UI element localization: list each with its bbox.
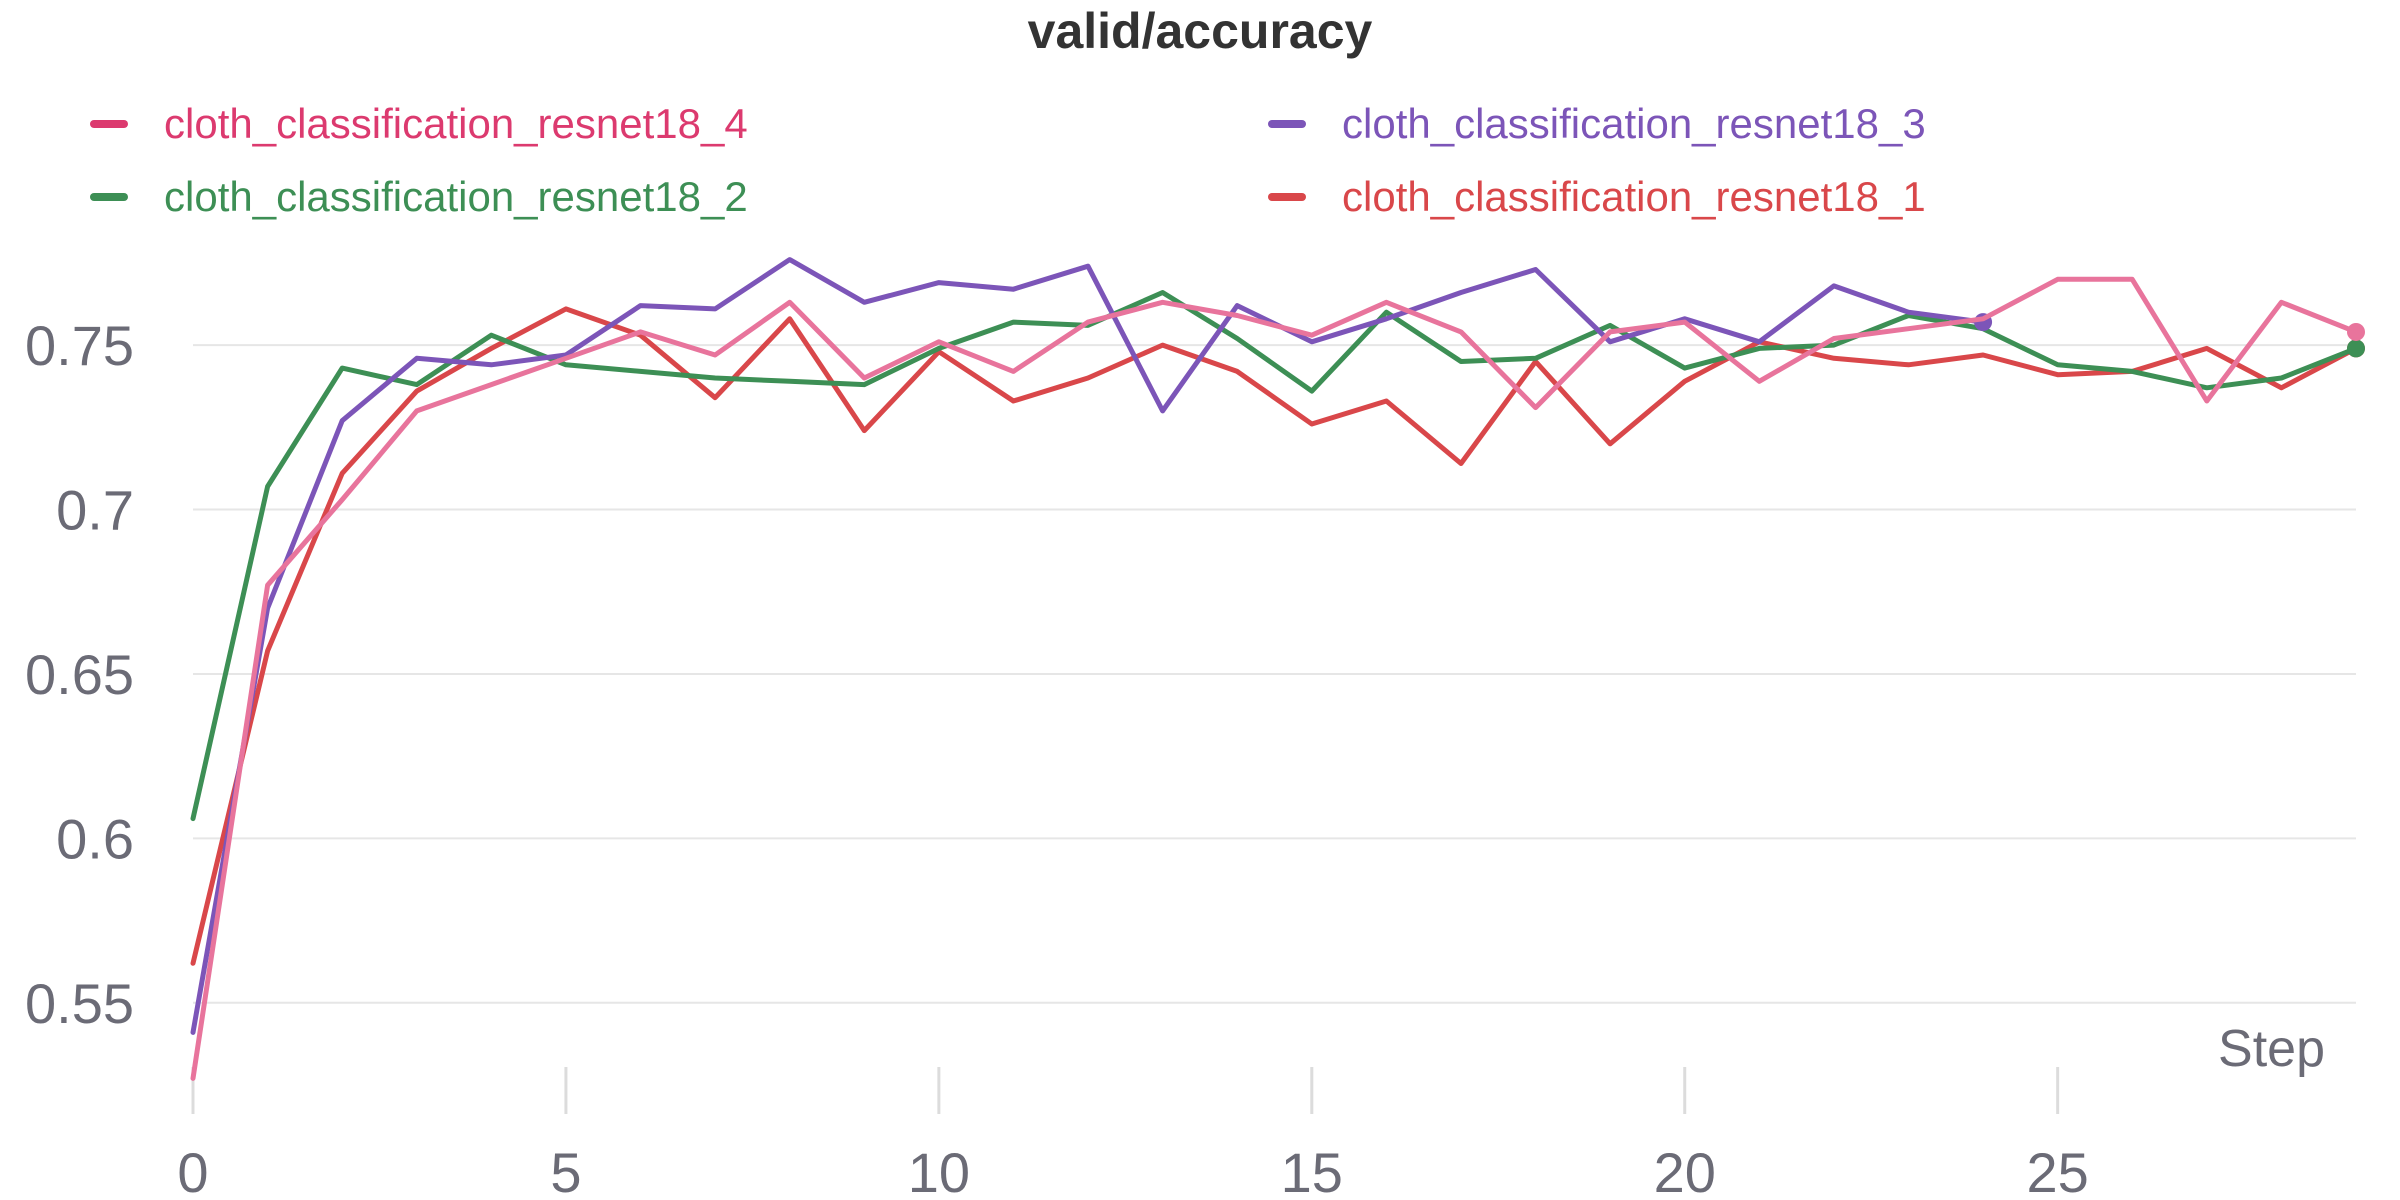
y-tick-label: 0.55 [25, 972, 134, 1035]
legend-label-series-4: cloth_classification_resnet18_4 [164, 100, 748, 147]
x-tick-label: 10 [908, 1141, 970, 1200]
series-line-series-3 [190, 257, 1986, 1035]
legend-item-series-2[interactable]: cloth_classification_resnet18_2 [90, 167, 748, 227]
legend-swatch-series-3 [1268, 120, 1306, 128]
series-endpoint-series-4 [2347, 322, 2365, 341]
x-tick-label: 20 [1654, 1141, 1716, 1200]
chart-title: valid/accuracy [1027, 3, 1373, 59]
legend-label-series-1: cloth_classification_resnet18_1 [1342, 173, 1926, 220]
series-endpoint-series-2 [2347, 339, 2365, 358]
x-tick-label: 0 [177, 1141, 208, 1200]
legend-item-series-4[interactable]: cloth_classification_resnet18_4 [90, 94, 748, 154]
y-tick-label: 0.6 [56, 807, 134, 870]
x-tick-label: 15 [1281, 1141, 1343, 1200]
series-line-series-4 [190, 276, 2359, 1081]
x-tick-label: 5 [550, 1141, 581, 1200]
legend-item-series-1[interactable]: cloth_classification_resnet18_1 [1268, 167, 1926, 227]
legend-swatch-series-2 [90, 193, 128, 201]
legend-label-series-2: cloth_classification_resnet18_2 [164, 173, 748, 220]
y-tick-label: 0.65 [25, 643, 134, 706]
legend-swatch-series-1 [1268, 193, 1306, 201]
x-tick-label: 25 [2027, 1141, 2089, 1200]
series-line-series-2 [190, 290, 2359, 822]
legend-label-series-3: cloth_classification_resnet18_3 [1342, 100, 1926, 147]
y-tick-label: 0.75 [25, 314, 134, 377]
x-axis-label: Step [2218, 1020, 2325, 1078]
legend-item-series-3[interactable]: cloth_classification_resnet18_3 [1268, 94, 1926, 154]
y-tick-label: 0.7 [56, 479, 134, 542]
series-line-series-1 [190, 306, 2359, 966]
legend-swatch-series-4 [90, 120, 128, 128]
